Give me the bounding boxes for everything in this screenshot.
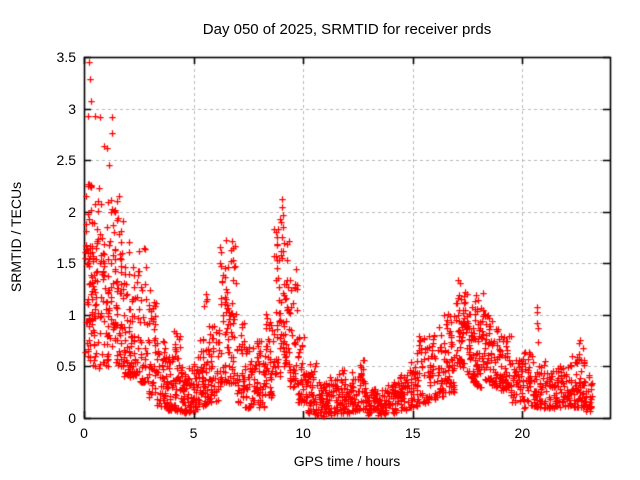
x-axis-label: GPS time / hours [293, 453, 401, 469]
x-tick-label: 0 [80, 425, 88, 441]
y-tick-label: 0.5 [56, 358, 76, 375]
x-tick-label: 15 [404, 425, 421, 441]
y-tick-label: 1 [68, 306, 76, 323]
chart-title: Day 050 of 2025, SRMTID for receiver prd… [202, 21, 492, 38]
y-tick-label: 2.5 [56, 152, 76, 169]
y-tick-label: 3.5 [56, 49, 76, 65]
y-tick-label: 1.5 [56, 255, 76, 272]
y-axis-label: SRMTID / TECUs [8, 181, 24, 293]
y-tick-label: 2 [68, 203, 76, 220]
x-tick-label: 5 [189, 425, 198, 441]
y-tick-label: 3 [68, 100, 76, 117]
y-tick-label: 0 [68, 410, 76, 426]
x-tick-label: 20 [514, 425, 531, 441]
x-tick-label: 10 [295, 425, 311, 441]
